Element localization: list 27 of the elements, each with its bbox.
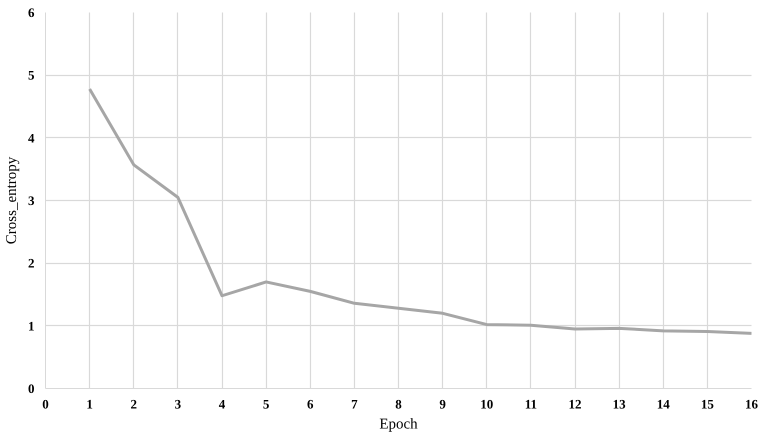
x-tick-label: 10	[480, 396, 494, 412]
y-tick-label: 0	[28, 381, 34, 396]
x-tick-label: 1	[86, 396, 93, 412]
y-axis-title: Cross_entropy	[4, 156, 20, 244]
x-tick-label: 4	[218, 396, 226, 412]
x-tick-label: 8	[395, 396, 402, 412]
x-tick-label: 2	[130, 396, 137, 412]
x-tick-label: 11	[524, 396, 538, 412]
y-tick-label: 6	[28, 5, 35, 20]
x-tick-label: 0	[42, 396, 49, 412]
x-tick-label: 7	[351, 396, 358, 412]
x-tick-label: 14	[656, 396, 670, 412]
x-tick-label: 15	[700, 396, 714, 412]
x-tick-label: 13	[612, 396, 626, 412]
y-tick-label: 4	[28, 130, 35, 146]
y-tick-label: 5	[28, 68, 35, 83]
line-series	[88, 87, 752, 335]
y-tick-label: 3	[28, 193, 35, 208]
x-tick-label: 6	[307, 396, 314, 412]
x-tick-label: 12	[568, 396, 582, 412]
y-tick-label: 1	[28, 318, 34, 334]
y-tick-label: 2	[28, 256, 34, 271]
x-tick-label: 5	[262, 396, 270, 412]
x-tick-label: 9	[439, 396, 446, 412]
x-tick-label: 16	[745, 396, 758, 412]
x-tick-label: 3	[174, 396, 182, 412]
x-axis-title: Epoch	[379, 416, 418, 432]
